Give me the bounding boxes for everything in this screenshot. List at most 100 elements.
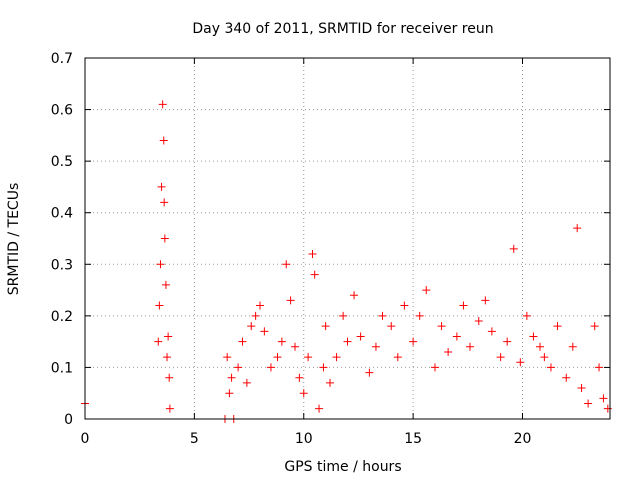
data-point xyxy=(509,244,518,253)
x-tick-label: 0 xyxy=(81,431,90,447)
data-point xyxy=(238,337,247,346)
data-point xyxy=(319,363,328,372)
data-point xyxy=(540,353,549,362)
data-point xyxy=(595,363,604,372)
data-point xyxy=(223,353,232,362)
data-point xyxy=(308,249,317,258)
data-point xyxy=(165,373,174,382)
data-point xyxy=(164,332,173,341)
data-point xyxy=(378,311,387,320)
data-point xyxy=(286,296,295,305)
plot-frame xyxy=(84,57,611,420)
data-point xyxy=(562,373,571,382)
data-point xyxy=(466,342,474,351)
x-tick-label: 20 xyxy=(514,431,532,447)
data-point xyxy=(568,342,577,351)
data-point xyxy=(431,363,439,372)
data-point xyxy=(295,373,304,382)
data-point xyxy=(242,378,251,387)
data-point xyxy=(163,353,172,362)
data-point xyxy=(474,317,483,326)
data-point xyxy=(536,342,544,351)
data-point xyxy=(529,332,538,341)
data-point xyxy=(160,198,169,207)
data-point xyxy=(282,260,291,269)
data-point xyxy=(422,286,431,295)
chart-title: Day 340 of 2011, SRMTID for receiver reu… xyxy=(192,21,493,37)
data-point xyxy=(503,337,512,346)
data-point xyxy=(299,389,308,398)
data-point xyxy=(157,182,166,191)
y-tick-label: 0.4 xyxy=(51,206,73,222)
data-point xyxy=(159,136,168,145)
data-point xyxy=(158,100,167,109)
data-point xyxy=(247,322,256,331)
data-point xyxy=(387,322,396,331)
data-point xyxy=(277,337,286,346)
data-point xyxy=(315,404,324,413)
data-point xyxy=(481,296,490,305)
data-point xyxy=(356,332,365,341)
x-tick-label: 5 xyxy=(190,431,199,447)
data-point xyxy=(350,291,359,300)
data-point xyxy=(260,327,269,336)
data-point xyxy=(496,353,505,362)
data-point xyxy=(321,322,330,331)
data-point xyxy=(553,322,562,331)
data-point xyxy=(487,327,496,336)
data-point xyxy=(156,260,165,269)
y-axis-ticks: 0 0.1 0.2 0.3 0.4 0.5 0.6 0.7 xyxy=(51,51,610,428)
data-point xyxy=(452,332,461,341)
data-point xyxy=(584,399,593,408)
data-point xyxy=(459,301,468,310)
data-point xyxy=(304,353,313,362)
data-point xyxy=(339,311,348,320)
data-point xyxy=(154,337,163,346)
data-point xyxy=(409,337,418,346)
x-tick-label: 15 xyxy=(404,431,422,447)
x-axis-label: GPS time / hours xyxy=(284,459,401,475)
y-tick-label: 0.1 xyxy=(51,360,73,376)
data-points xyxy=(81,100,612,423)
y-tick-label: 0.5 xyxy=(51,154,73,170)
data-point xyxy=(326,378,334,387)
grid-lines xyxy=(85,58,610,419)
y-tick-label: 0 xyxy=(64,412,73,428)
data-point xyxy=(444,347,453,356)
data-point xyxy=(343,337,352,346)
y-tick-label: 0.2 xyxy=(51,309,73,325)
data-point xyxy=(225,389,234,398)
data-point xyxy=(546,363,555,372)
data-point xyxy=(291,342,299,351)
data-point xyxy=(332,353,341,362)
data-point xyxy=(227,373,236,382)
data-point xyxy=(400,301,409,310)
data-point xyxy=(393,353,402,362)
data-point xyxy=(437,322,446,331)
data-point xyxy=(599,394,608,403)
x-tick-label: 10 xyxy=(295,431,313,447)
data-point xyxy=(273,353,282,362)
data-point xyxy=(251,311,260,320)
data-point xyxy=(165,404,174,413)
data-point xyxy=(590,322,599,331)
data-point xyxy=(256,301,264,310)
y-axis-label: SRMTID / TECUs xyxy=(6,183,22,296)
data-point xyxy=(522,311,531,320)
data-point xyxy=(365,368,374,377)
data-point xyxy=(516,358,525,367)
data-point xyxy=(577,384,586,393)
data-point xyxy=(573,224,582,233)
data-point xyxy=(371,342,380,351)
y-tick-label: 0.7 xyxy=(51,51,73,67)
y-tick-label: 0.6 xyxy=(51,103,73,119)
data-point xyxy=(234,363,243,372)
data-point xyxy=(160,234,169,243)
data-point xyxy=(310,270,319,279)
y-tick-label: 0.3 xyxy=(51,257,73,273)
data-point xyxy=(266,363,275,372)
data-point xyxy=(415,311,424,320)
data-point xyxy=(161,280,170,289)
